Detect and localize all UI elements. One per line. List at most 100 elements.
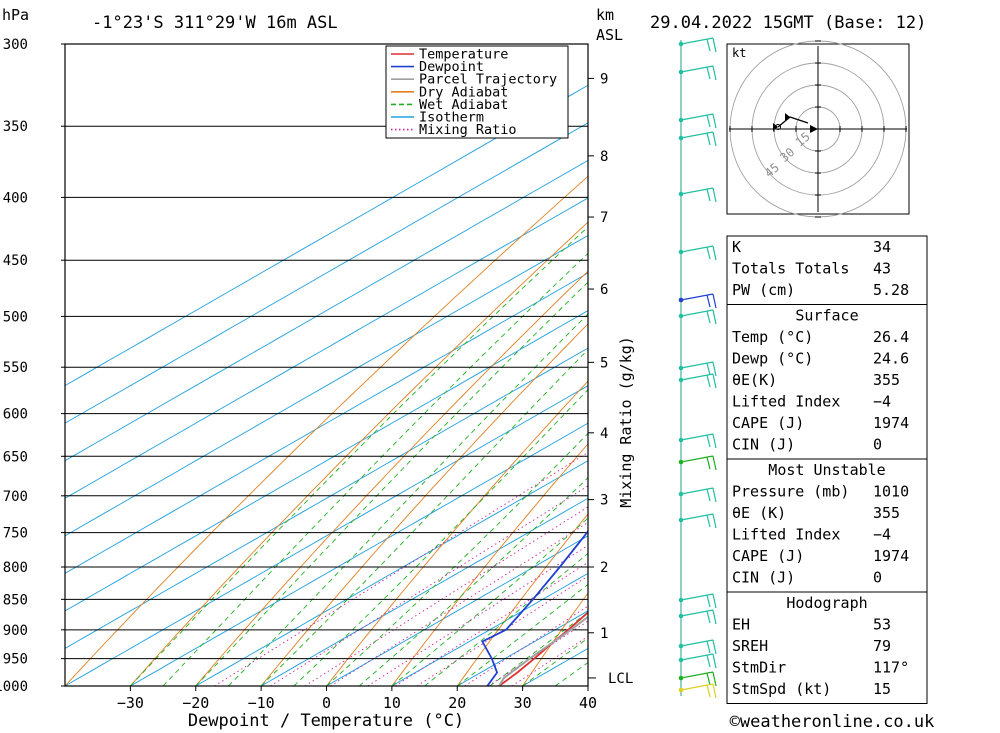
temperature-tick-label: −30: [117, 694, 144, 712]
wind-barb-shaft: [680, 113, 714, 121]
wet-adiabat-line: [358, 477, 588, 686]
wind-barb-shaft: [680, 639, 714, 647]
series-dewpoint: [481, 529, 588, 686]
index-label: CIN (J): [732, 569, 795, 587]
isotherm-line: [65, 122, 588, 424]
mixing-ratio-line: [270, 485, 588, 686]
index-value: 24.6: [873, 350, 909, 368]
index-value: 43: [873, 260, 891, 278]
altitude-tick-label: 1: [600, 626, 608, 642]
mixing-ratio-line: [304, 506, 588, 686]
pressure-tick-label: 800: [3, 560, 28, 576]
wind-barb-shaft: [680, 131, 714, 139]
mixing-ratio-line: [464, 605, 588, 686]
most-unstable-indices: [726, 458, 928, 593]
wind-barb-shaft: [680, 187, 714, 195]
wind-barb-shaft: [680, 683, 714, 691]
wind-barb-shaft: [680, 455, 714, 463]
datetime-title: 29.04.2022 15GMT (Base: 12): [650, 13, 926, 33]
wet-adiabat-line: [162, 252, 588, 686]
altitude-tick-label: 9: [600, 71, 608, 87]
wind-barb-flag: [712, 455, 717, 471]
altitude-tick-label: 6: [600, 282, 608, 298]
wind-barb-flag: [706, 374, 711, 388]
wet-adiabat-line: [260, 348, 588, 686]
isotherm-line: [65, 159, 588, 462]
wind-barb-flag: [712, 373, 717, 389]
wind-barb-flag: [712, 37, 717, 53]
wind-barb-flag: [706, 514, 711, 528]
pressure-tick-label: 300: [3, 37, 28, 53]
index-value: 1974: [873, 547, 909, 565]
wind-barb-shaft: [680, 37, 714, 45]
hodograph-arrow: [785, 113, 790, 121]
general-indices: [726, 235, 928, 305]
wind-barb-shaft: [680, 309, 714, 317]
temperature-tick-label: 40: [579, 694, 597, 712]
lcl-label: LCL: [608, 671, 633, 687]
legend-label: Wet Adiabat: [419, 97, 508, 113]
wind-barb-flag: [706, 672, 711, 686]
temperature-tick-label: 20: [448, 694, 466, 712]
index-value: 355: [873, 504, 900, 522]
dry-adiabat-line: [915, 44, 1000, 686]
hodograph-unit-label: kt: [732, 46, 746, 60]
hpa-unit-label: hPa: [2, 6, 29, 24]
wind-barb-flag: [712, 593, 717, 609]
x-axis-label: Dewpoint / Temperature (°C): [188, 711, 464, 731]
wind-barb-flag: [712, 653, 717, 669]
legend-label: Dry Adiabat: [419, 84, 508, 100]
isotherm-line: [195, 460, 588, 686]
index-value: 15: [873, 680, 891, 698]
index-label: θE (K): [732, 504, 786, 522]
hodograph-start: [775, 124, 781, 130]
pressure-tick-label: 650: [3, 449, 28, 465]
index-label: Dewp (°C): [732, 350, 813, 368]
index-value: 355: [873, 371, 900, 389]
index-label: SREH: [732, 637, 768, 655]
isotherm-line: [391, 572, 588, 686]
wind-barb-flag: [712, 65, 717, 81]
wind-barb-shaft: [680, 361, 714, 369]
wind-barb-shaft: [680, 373, 714, 381]
index-value: 5.28: [873, 281, 909, 299]
index-value: 0: [873, 436, 882, 454]
wind-barb-flag: [712, 639, 717, 655]
index-value: 1010: [873, 483, 909, 501]
wind-barb-flag: [712, 609, 717, 625]
wind-barb-flag: [706, 610, 711, 624]
wind-barb-flag: [706, 488, 711, 502]
index-label: EH: [732, 616, 750, 634]
wind-barb-flag: [706, 434, 711, 448]
wind-barb-flag: [712, 113, 717, 129]
temperature-tick-label: −20: [182, 694, 209, 712]
index-value: 34: [873, 238, 891, 256]
mixing-ratio-line: [394, 561, 588, 686]
index-value: 117°: [873, 659, 909, 677]
dry-adiabat-line: [522, 592, 588, 686]
wind-barb-shaft: [680, 513, 714, 521]
wind-barb-flag: [712, 309, 717, 325]
hodograph-indices-title: Hodograph: [786, 594, 867, 612]
wind-barb-flag: [712, 671, 717, 687]
mixing-ratio-label: 2: [700, 399, 707, 412]
pressure-tick-label: 850: [3, 592, 28, 608]
pressure-tick-label: 900: [3, 623, 28, 639]
hodograph-arrow: [810, 125, 818, 133]
isotherm-line: [260, 497, 588, 686]
wind-barb-flag: [706, 594, 711, 608]
altitude-tick-label: 2: [600, 560, 608, 576]
plot-frame: [64, 43, 589, 687]
pressure-tick-label: 350: [3, 119, 28, 135]
index-label: StmSpd (kt): [732, 680, 831, 698]
mixing-ratio-line: [330, 521, 588, 686]
wind-barb-flag: [706, 66, 711, 80]
wind-barb-flag: [712, 487, 717, 503]
wind-barb-flag: [712, 293, 717, 309]
index-label: Totals Totals: [732, 260, 849, 278]
wet-adiabat-line: [130, 226, 588, 686]
wind-barb-shaft: [680, 245, 714, 253]
index-label: θE(K): [732, 371, 777, 389]
index-value: 53: [873, 616, 891, 634]
